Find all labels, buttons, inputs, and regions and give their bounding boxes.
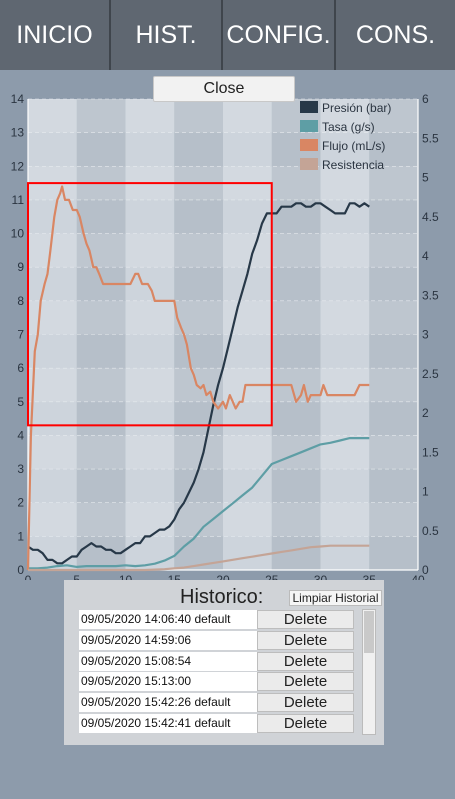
- delete-button[interactable]: Delete: [257, 713, 354, 733]
- grid-row: [28, 300, 418, 335]
- x-tick-label: 10: [119, 573, 133, 580]
- x-tick-label: 20: [216, 573, 230, 580]
- y-right-tick-label: 2.5: [422, 367, 439, 381]
- close-button[interactable]: Close: [153, 76, 295, 102]
- x-tick-label: 15: [168, 573, 182, 580]
- y-left-tick-label: 12: [11, 159, 25, 173]
- legend-swatch: [300, 139, 318, 151]
- legend-label: Tasa (g/s): [322, 120, 375, 134]
- y-right-tick-label: 1.5: [422, 445, 439, 459]
- highlight-box: [27, 182, 273, 427]
- delete-button[interactable]: Delete: [257, 610, 354, 629]
- legend-label: Presión (bar): [322, 101, 391, 115]
- y-right-tick-label: 5: [422, 171, 429, 185]
- grid-row: [28, 435, 418, 470]
- bottom-axis: 0 5 10 15 20 25 30 35 40: [25, 573, 425, 580]
- y-left-tick-label: 6: [17, 361, 24, 375]
- y-left-tick-label: 9: [17, 260, 24, 274]
- series-line-resistencia: [28, 544, 370, 572]
- delete-button[interactable]: Delete: [257, 693, 354, 713]
- history-row: 09/05/2020 15:08:54 Delete: [77, 651, 359, 672]
- top-nav: INICIO HIST. CONFIG. CONS.: [0, 0, 455, 70]
- history-row: 09/05/2020 14:59:06 Delete: [77, 630, 359, 651]
- history-row: 09/05/2020 14:06:40 default Delete: [77, 609, 359, 630]
- legend-swatch: [300, 120, 318, 132]
- clear-history-button[interactable]: Limpiar Historial: [289, 590, 382, 606]
- x-tick-label: 40: [411, 573, 425, 580]
- history-row-date[interactable]: 09/05/2020 15:42:26 default: [79, 693, 257, 713]
- delete-button[interactable]: Delete: [257, 651, 354, 671]
- y-right-tick-label: 0: [422, 563, 429, 577]
- nav-cons-button[interactable]: CONS.: [336, 0, 455, 70]
- y-left-tick-label: 2: [17, 496, 24, 510]
- history-row: 09/05/2020 15:13:00 Delete: [77, 671, 359, 692]
- history-row-date[interactable]: 09/05/2020 15:42:41 default: [79, 713, 257, 733]
- y-left-tick-label: 5: [17, 395, 24, 409]
- y-right-tick-label: 6: [422, 92, 429, 106]
- legend-label: Flujo (mL/s): [322, 139, 385, 153]
- x-tick-label: 25: [265, 573, 279, 580]
- grid-row: [28, 99, 418, 133]
- series-line-flujo-ml-s: [26, 185, 370, 571]
- y-right-tick-label: 1: [422, 485, 429, 499]
- history-row-date[interactable]: 09/05/2020 14:06:40 default: [79, 610, 257, 629]
- delete-button[interactable]: Delete: [257, 630, 354, 650]
- legend: Presión (bar) Tasa (g/s) Flujo (mL/s) Resis…: [300, 101, 391, 172]
- y-right-tick-label: 3: [422, 328, 429, 342]
- x-tick-label: 35: [363, 573, 377, 580]
- history-row: 09/05/2020 15:42:26 default Delete: [77, 692, 359, 713]
- history-row-date[interactable]: 09/05/2020 15:08:54: [79, 651, 257, 671]
- nav-inicio-button[interactable]: INICIO: [0, 0, 111, 70]
- y-left-tick-label: 11: [12, 193, 25, 207]
- history-title: Historico:: [180, 586, 264, 608]
- y-right-tick-label: 4.5: [422, 210, 439, 224]
- y-left-tick-label: 8: [17, 294, 24, 308]
- y-left-tick-label: 3: [17, 462, 24, 476]
- grid-row: [28, 502, 418, 537]
- y-left-tick-label: 1: [17, 529, 24, 543]
- series-line-tasa-g-s: [28, 437, 370, 570]
- y-right-tick-label: 0.5: [422, 524, 439, 538]
- series-line-presi-n-bar: [27, 202, 370, 565]
- nav-config-button[interactable]: CONFIG.: [223, 0, 336, 70]
- y-left-tick-label: 4: [17, 428, 24, 442]
- legend-swatch: [300, 158, 318, 170]
- history-row: 09/05/2020 15:42:41 default Delete: [77, 713, 359, 734]
- y-left-tick-label: 14: [11, 92, 25, 106]
- grid-row: [28, 233, 418, 268]
- history-list: 09/05/2020 14:06:40 default Delete 09/05…: [77, 609, 359, 735]
- y-left-tick-label: 13: [11, 126, 25, 140]
- x-tick-label: 5: [73, 573, 80, 580]
- legend-label: Resistencia: [322, 158, 384, 172]
- y-right-tick-label: 3.5: [422, 288, 439, 302]
- y-left-tick-label: 0: [17, 563, 24, 577]
- y-right-tick-label: 5.5: [422, 131, 439, 145]
- nav-hist-button[interactable]: HIST.: [111, 0, 223, 70]
- y-left-tick-label: 10: [11, 227, 25, 241]
- y-right-tick-label: 4: [422, 249, 429, 263]
- history-row-date[interactable]: 09/05/2020 15:13:00: [79, 672, 257, 692]
- x-tick-label: 0: [25, 573, 32, 580]
- history-scrollbar[interactable]: [362, 609, 376, 735]
- legend-swatch: [300, 101, 318, 113]
- y-right-tick-label: 2: [422, 406, 429, 420]
- right-axis: 0 0.5 1 1.5 2 2.5 3 3.5 4 4.5 5 5.5 6: [422, 92, 439, 577]
- scrollbar-thumb[interactable]: [364, 611, 374, 653]
- y-left-tick-label: 7: [17, 328, 24, 342]
- history-row-date[interactable]: 09/05/2020 14:59:06: [79, 630, 257, 650]
- x-tick-label: 30: [314, 573, 328, 580]
- delete-button[interactable]: Delete: [257, 672, 354, 692]
